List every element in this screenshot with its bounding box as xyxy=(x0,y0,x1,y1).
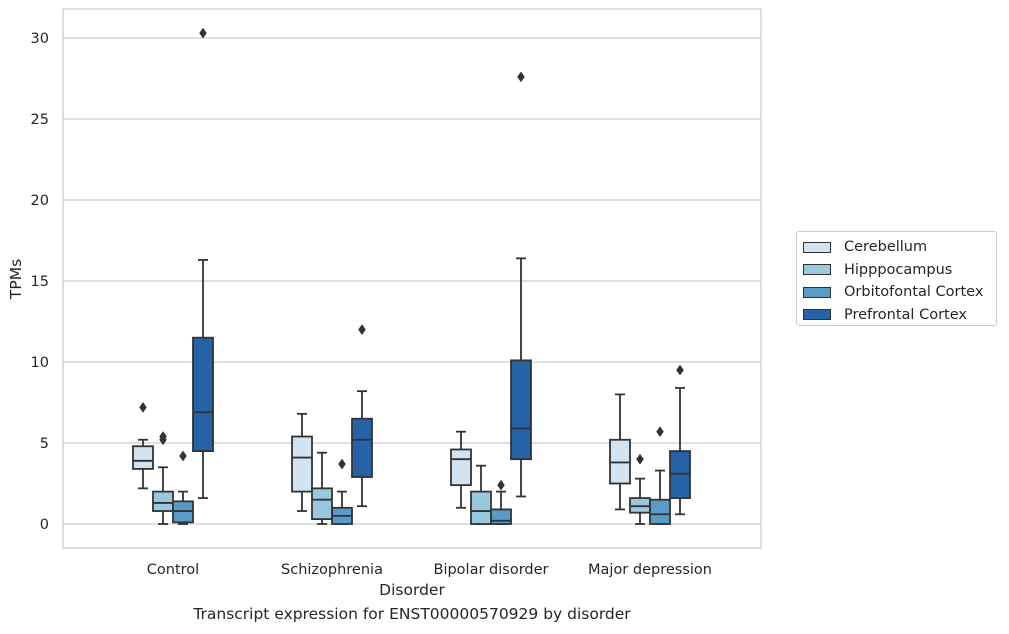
outlier-point xyxy=(358,324,366,336)
outlier-point xyxy=(159,431,167,442)
box xyxy=(311,487,333,521)
box xyxy=(510,359,532,461)
outlier-point xyxy=(517,71,525,83)
y-tick-label: 20 xyxy=(31,193,49,209)
legend-item-hippocampus: Hipppocampus xyxy=(797,259,996,282)
box-group xyxy=(669,364,691,516)
box xyxy=(470,490,492,525)
legend-label: Orbitofontal Cortex xyxy=(844,284,984,301)
y-axis-label: TPMs xyxy=(7,259,25,300)
box xyxy=(291,435,313,493)
box-group xyxy=(510,71,532,498)
box-group xyxy=(450,430,472,509)
y-tick-label: 0 xyxy=(40,517,49,533)
legend-label: Cerebellum xyxy=(844,239,928,256)
legend-item-cerebellum: Cerebellum xyxy=(797,236,996,259)
outlier-point xyxy=(676,364,684,376)
y-tick-labels: 0 5 10 15 20 25 30 xyxy=(31,31,49,533)
outlier-point xyxy=(338,458,346,470)
outlier-point xyxy=(199,27,207,39)
y-tick-label: 10 xyxy=(31,355,49,371)
box-group xyxy=(649,426,671,525)
y-tick-label: 30 xyxy=(31,31,49,47)
gridlines xyxy=(63,37,761,525)
box-group xyxy=(490,479,512,525)
x-tick-label: Bipolar disorder xyxy=(434,562,549,578)
legend-item-orbitofrontal-cortex: Orbitofontal Cortex xyxy=(797,281,996,304)
box xyxy=(152,490,174,512)
outlier-point xyxy=(179,450,187,462)
box-group xyxy=(629,453,651,525)
box-group xyxy=(331,458,353,525)
outlier-point xyxy=(656,426,664,438)
outlier-point xyxy=(497,479,505,491)
box-group xyxy=(152,431,174,525)
box-group xyxy=(351,324,373,508)
legend-swatch-prefrontal-cortex xyxy=(803,309,831,321)
boxes xyxy=(132,27,691,525)
box xyxy=(490,508,512,525)
box-group xyxy=(291,412,313,512)
x-axis-label: Disorder xyxy=(379,581,445,599)
legend-swatch-cerebellum xyxy=(803,241,831,253)
box xyxy=(649,498,671,525)
x-tick-label: Major depression xyxy=(588,562,712,578)
legend-swatch-hippocampus xyxy=(803,264,831,276)
box-group xyxy=(311,451,333,525)
box-group xyxy=(609,393,631,511)
figure-caption: Transcript expression for ENST0000057092… xyxy=(193,605,631,623)
box xyxy=(192,336,214,453)
legend-swatch-orbitofrontal-cortex xyxy=(803,286,831,298)
legend-label: Hipppocampus xyxy=(844,261,953,278)
legend: Cerebellum Hipppocampus Orbitofontal Cor… xyxy=(796,231,997,326)
legend-item-prefrontal-cortex: Prefrontal Cortex xyxy=(797,304,996,327)
outlier-point xyxy=(636,453,644,465)
x-tick-label: Schizophrenia xyxy=(281,562,383,578)
y-tick-label: 5 xyxy=(40,436,49,452)
box-group xyxy=(470,464,492,525)
x-tick-label: Control xyxy=(147,562,199,578)
box-group xyxy=(172,450,194,525)
box xyxy=(351,417,373,478)
box-group xyxy=(132,401,154,490)
box-group xyxy=(192,27,214,499)
y-tick-label: 25 xyxy=(31,112,49,128)
outlier-point xyxy=(139,401,147,413)
box xyxy=(132,445,154,470)
y-tick-label: 15 xyxy=(31,274,49,290)
box xyxy=(450,448,472,487)
legend-label: Prefrontal Cortex xyxy=(844,306,967,323)
plot-frame xyxy=(62,8,762,549)
x-tick-labels: Control Schizophrenia Bipolar disorder Majo… xyxy=(147,562,712,578)
